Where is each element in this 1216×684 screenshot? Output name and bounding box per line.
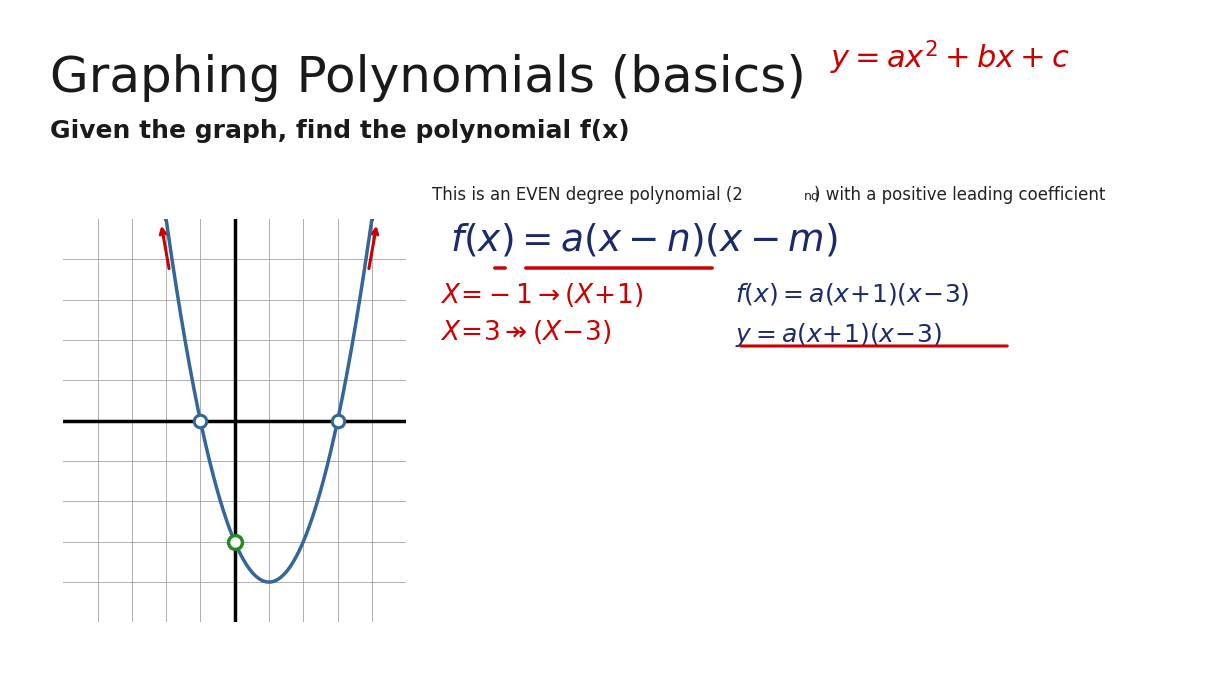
Text: $X\!=\!3 \twoheadrightarrow (X\!-\!3)$: $X\!=\!3 \twoheadrightarrow (X\!-\!3)$ (440, 318, 612, 346)
Text: $y = a(x\!+\!1)(x\!-\!3)$: $y = a(x\!+\!1)(x\!-\!3)$ (734, 321, 942, 349)
Text: $f(x) = a(x\!+\!1)(x\!-\!3)$: $f(x) = a(x\!+\!1)(x\!-\!3)$ (734, 281, 969, 307)
Text: Given the graph, find the polynomial f(x): Given the graph, find the polynomial f(x… (50, 119, 630, 143)
Text: $y=ax^2+bx+c$: $y=ax^2+bx+c$ (831, 39, 1069, 77)
Text: (0,-3): (0,-3) (97, 561, 147, 579)
Text: (x, y): (x, y) (91, 505, 134, 523)
Text: (3,0): (3,0) (345, 406, 388, 423)
Text: (-1,0): (-1,0) (118, 406, 168, 423)
Text: ) with a positive leading coefficient: ) with a positive leading coefficient (814, 186, 1105, 204)
Text: This is an EVEN degree polynomial (2: This is an EVEN degree polynomial (2 (432, 186, 743, 204)
Text: $f(x) = a(x-n)(x-m)$: $f(x) = a(x-n)(x-m)$ (450, 222, 838, 259)
Text: nd: nd (804, 190, 820, 203)
Text: Graphing Polynomials (basics): Graphing Polynomials (basics) (50, 54, 806, 102)
Text: $X\!=\!-1 \rightarrow (X\!+\!1)$: $X\!=\!-1 \rightarrow (X\!+\!1)$ (440, 281, 643, 309)
